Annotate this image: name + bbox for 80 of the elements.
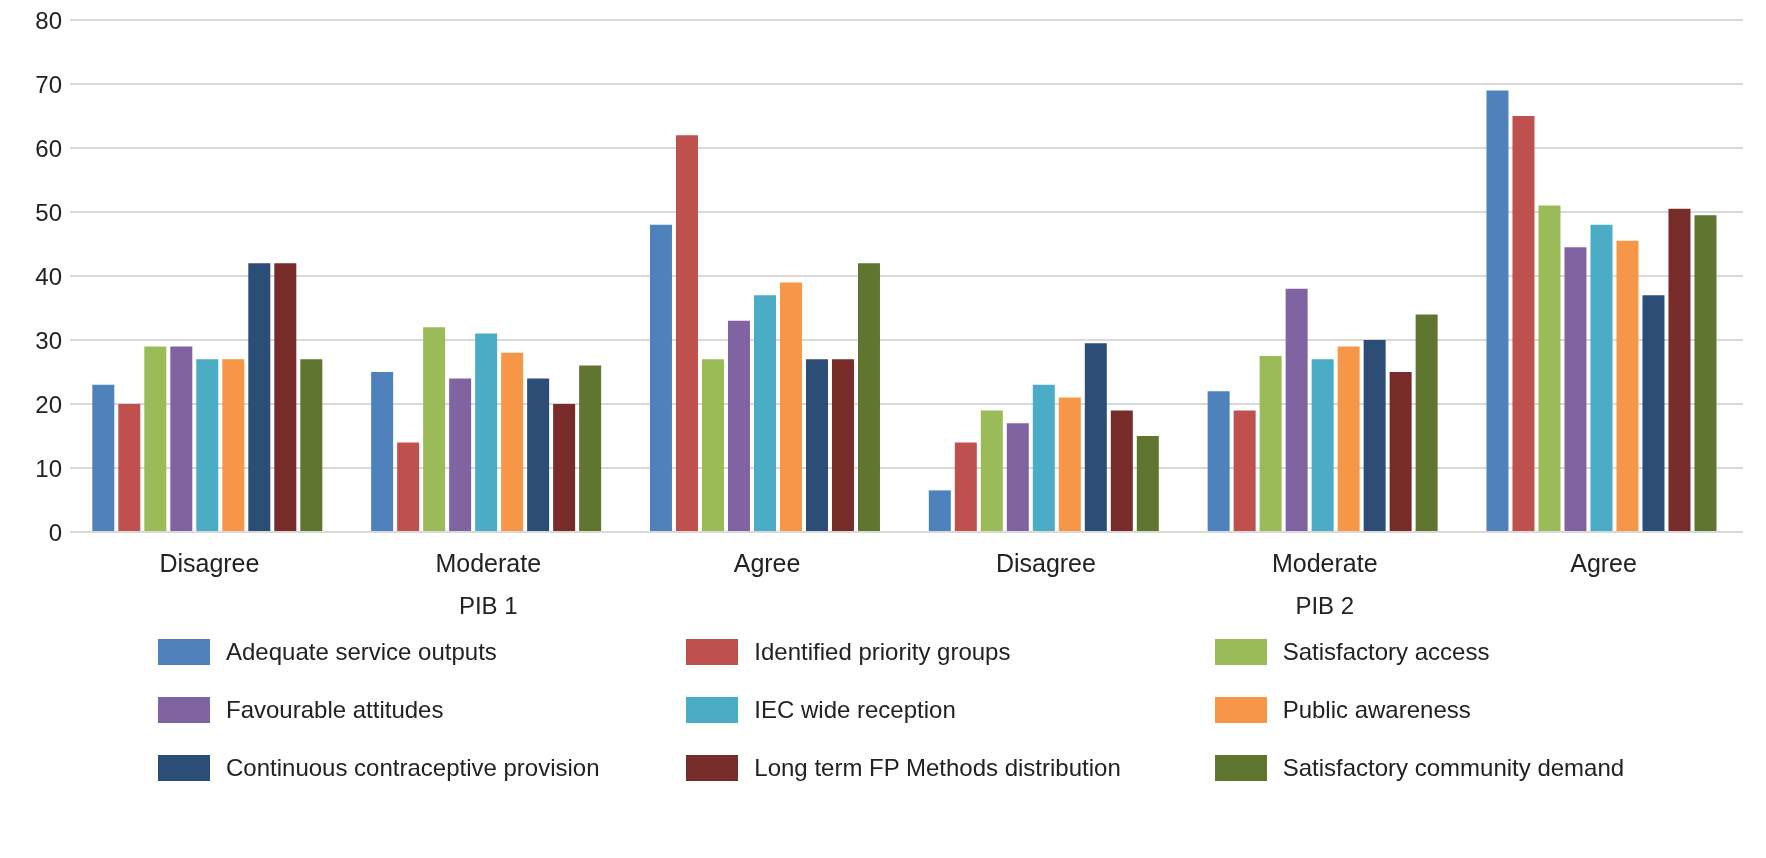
- bar: [1389, 372, 1412, 532]
- y-tick-label: 20: [35, 390, 62, 418]
- bar: [144, 346, 167, 532]
- bar: [649, 224, 672, 532]
- x-tick-label: Moderate: [1271, 548, 1378, 577]
- bar: [501, 352, 524, 532]
- bar: [1337, 346, 1360, 532]
- bar: [1668, 208, 1691, 532]
- bar: [1363, 340, 1386, 532]
- bar: [423, 327, 446, 532]
- bar: [1207, 391, 1230, 532]
- bar: [92, 384, 115, 532]
- bar: [475, 333, 498, 532]
- legend-label: Adequate service outputs: [226, 638, 497, 666]
- bar: [1415, 314, 1438, 532]
- bar: [1616, 240, 1639, 532]
- y-tick-label: 0: [48, 518, 62, 546]
- bar: [579, 365, 602, 532]
- y-tick-label: 80: [35, 6, 62, 34]
- bar: [553, 404, 576, 532]
- x-tick-label: Agree: [1570, 548, 1637, 577]
- bar: [753, 295, 776, 532]
- legend-label: Public awareness: [1282, 696, 1471, 724]
- bar: [371, 372, 394, 532]
- bar: [1006, 423, 1029, 532]
- bar: [831, 359, 854, 532]
- bar: [1642, 295, 1665, 532]
- bar: [1486, 90, 1509, 532]
- bar: [701, 359, 724, 532]
- bar: [1233, 410, 1256, 532]
- legend-label: Satisfactory access: [1282, 638, 1490, 666]
- legend-label: Favourable attitudes: [226, 696, 444, 724]
- bar: [1285, 288, 1308, 532]
- bar: [675, 135, 698, 532]
- bar: [727, 320, 750, 532]
- bar: [1694, 215, 1717, 532]
- bar: [1058, 397, 1081, 532]
- legend-label: Identified priority groups: [754, 638, 1011, 666]
- x-tick-label: Disagree: [995, 548, 1096, 577]
- bar: [1032, 384, 1055, 532]
- bar: [1136, 436, 1159, 532]
- bar: [222, 359, 245, 532]
- legend-label: Continuous contraceptive provision: [226, 754, 600, 782]
- bar: [397, 442, 420, 532]
- x-tick-label: Moderate: [435, 548, 542, 577]
- bar: [1259, 356, 1282, 532]
- bar: [170, 346, 193, 532]
- bar: [1110, 410, 1133, 532]
- text: PIB 1: [457, 592, 519, 620]
- bar: [1590, 224, 1613, 532]
- y-tick-label: 70: [35, 70, 62, 98]
- y-tick-label: 40: [35, 262, 62, 290]
- bar: [1311, 359, 1334, 532]
- bar: [196, 359, 219, 532]
- legend-label: Long term FP Methods distribution: [754, 754, 1121, 782]
- y-tick-label: 30: [35, 326, 62, 354]
- y-tick-label: 10: [35, 454, 62, 482]
- bar: [1512, 116, 1535, 532]
- bar: [118, 404, 141, 532]
- text: PIB 2: [1294, 592, 1356, 620]
- bar: [928, 490, 951, 532]
- bar: [779, 282, 802, 532]
- y-tick-label: 50: [35, 198, 62, 226]
- bar: [980, 410, 1003, 532]
- bar: [1538, 205, 1561, 532]
- bar: [1564, 247, 1587, 532]
- legend-label: IEC wide reception: [754, 696, 956, 724]
- bar: [274, 263, 297, 532]
- bar: [527, 378, 550, 532]
- bar: [248, 263, 271, 532]
- x-tick-label: Disagree: [159, 548, 260, 577]
- y-tick-label: 60: [35, 134, 62, 162]
- x-tick-label: Agree: [733, 548, 801, 577]
- bar: [1084, 343, 1107, 532]
- bar: [954, 442, 977, 532]
- legend-label: Satisfactory community demand: [1282, 754, 1625, 782]
- bar: [300, 359, 323, 532]
- bar: [857, 263, 880, 532]
- bar: [805, 359, 828, 532]
- bar: [449, 378, 472, 532]
